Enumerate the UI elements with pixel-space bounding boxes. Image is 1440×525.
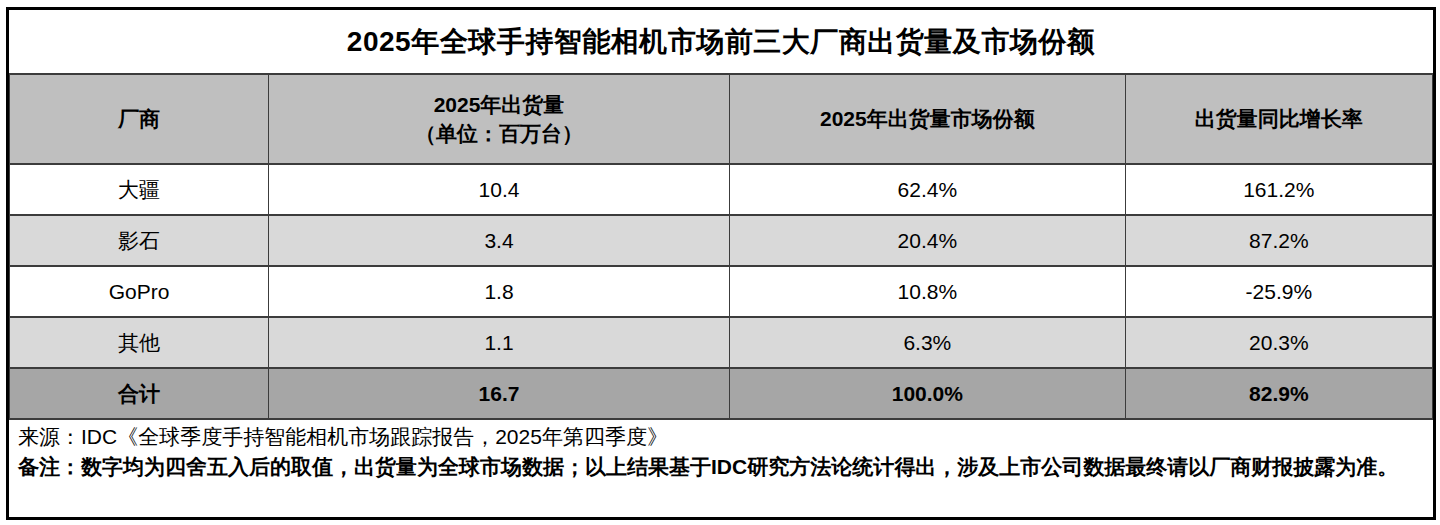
- cell-share: 20.4%: [730, 215, 1126, 266]
- cell-share: 6.3%: [730, 317, 1126, 368]
- col-header-share: 2025年出货量市场份额: [730, 74, 1126, 164]
- page-title: 2025年全球手持智能相机市场前三大厂商出货量及市场份额: [9, 10, 1433, 73]
- table-header-row: 厂商 2025年出货量 （单位：百万台） 2025年出货量市场份额 出货量同比增…: [10, 74, 1433, 164]
- col-header-shipments-line2: （单位：百万台）: [269, 119, 729, 148]
- cell-shipments: 1.8: [268, 266, 729, 317]
- cell-total-shipments: 16.7: [268, 368, 729, 419]
- cell-shipments: 10.4: [268, 164, 729, 215]
- col-header-shipments-line1: 2025年出货量: [269, 90, 729, 119]
- table-figure-frame: 2025年全球手持智能相机市场前三大厂商出货量及市场份额 厂商 2025年出货量…: [6, 7, 1436, 520]
- cell-total-label: 合计: [10, 368, 269, 419]
- col-header-shipments: 2025年出货量 （单位：百万台）: [268, 74, 729, 164]
- cell-vendor: GoPro: [10, 266, 269, 317]
- table-row: 其他 1.1 6.3% 20.3%: [10, 317, 1433, 368]
- source-line: 来源：IDC《全球季度手持智能相机市场跟踪报告，2025年第四季度》: [18, 422, 1424, 452]
- cell-total-growth: 82.9%: [1125, 368, 1432, 419]
- cell-growth: 87.2%: [1125, 215, 1432, 266]
- cell-total-share: 100.0%: [730, 368, 1126, 419]
- cell-growth: -25.9%: [1125, 266, 1432, 317]
- cell-share: 10.8%: [730, 266, 1126, 317]
- cell-vendor: 影石: [10, 215, 269, 266]
- cell-vendor: 大疆: [10, 164, 269, 215]
- table-total-row: 合计 16.7 100.0% 82.9%: [10, 368, 1433, 419]
- cell-share: 62.4%: [730, 164, 1126, 215]
- table-row: 大疆 10.4 62.4% 161.2%: [10, 164, 1433, 215]
- cell-growth: 20.3%: [1125, 317, 1432, 368]
- col-header-growth: 出货量同比增长率: [1125, 74, 1432, 164]
- market-share-table: 厂商 2025年出货量 （单位：百万台） 2025年出货量市场份额 出货量同比增…: [9, 73, 1433, 420]
- note-line: 备注：数字均为四舍五入后的取值，出货量为全球市场数据；以上结果基于IDC研究方法…: [18, 452, 1424, 482]
- footnotes: 来源：IDC《全球季度手持智能相机市场跟踪报告，2025年第四季度》 备注：数字…: [9, 420, 1433, 517]
- cell-shipments: 1.1: [268, 317, 729, 368]
- table-row: 影石 3.4 20.4% 87.2%: [10, 215, 1433, 266]
- cell-shipments: 3.4: [268, 215, 729, 266]
- table-row: GoPro 1.8 10.8% -25.9%: [10, 266, 1433, 317]
- col-header-vendor: 厂商: [10, 74, 269, 164]
- cell-vendor: 其他: [10, 317, 269, 368]
- cell-growth: 161.2%: [1125, 164, 1432, 215]
